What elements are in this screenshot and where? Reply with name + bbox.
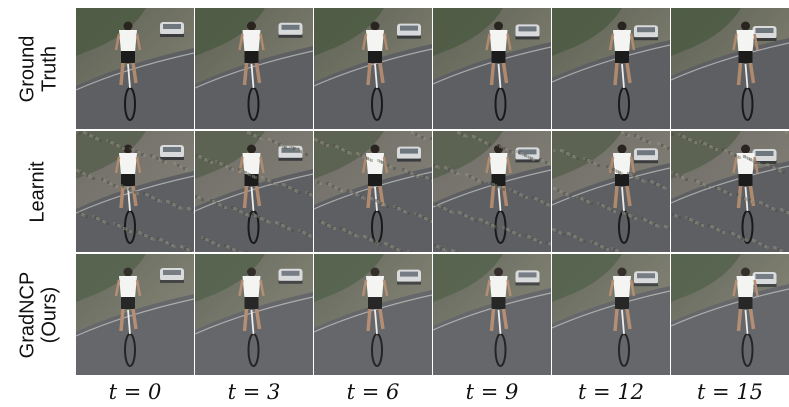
- frame-image: [76, 254, 194, 375]
- frame-image: [195, 131, 313, 252]
- frame-image: [76, 131, 194, 252]
- video-frame: [314, 8, 432, 129]
- col-label-t6: t = 6: [346, 380, 400, 404]
- col-label-t0: t = 0: [108, 380, 162, 404]
- col-label-t9: t = 9: [465, 380, 519, 404]
- video-frame: [314, 254, 432, 375]
- row-label-ground-truth: Ground Truth: [0, 8, 76, 130]
- frame-image: [671, 254, 789, 375]
- col-label-t3: t = 3: [227, 380, 281, 404]
- video-frame: [433, 254, 551, 375]
- row-label-text: GradNCP (Ours): [16, 271, 61, 359]
- video-frame: [76, 8, 194, 129]
- frame-image: [314, 131, 432, 252]
- video-frame: [195, 254, 313, 375]
- frame-image: [433, 131, 551, 252]
- frame-image: [552, 131, 670, 252]
- frame-image: [671, 131, 789, 252]
- video-frame: [671, 131, 789, 252]
- video-frame: [433, 131, 551, 252]
- video-frame: [671, 254, 789, 375]
- video-frame: [195, 8, 313, 129]
- video-frame: [552, 8, 670, 129]
- frame-image: [195, 8, 313, 129]
- frame-image: [314, 8, 432, 129]
- video-frame: [552, 254, 670, 375]
- row-label-text: Learnit: [27, 161, 49, 223]
- frame-image: [433, 254, 551, 375]
- video-frame: [433, 8, 551, 129]
- row-label-gradncp: GradNCP (Ours): [0, 254, 76, 376]
- video-frame: [76, 131, 194, 252]
- frame-image: [314, 254, 432, 375]
- frame-image: [552, 254, 670, 375]
- frame-image: [76, 8, 194, 129]
- col-label-t12: t = 12: [577, 380, 645, 404]
- video-frame: [671, 8, 789, 129]
- frame-image: [671, 8, 789, 129]
- frame-grid: [76, 8, 789, 376]
- row-label-text: Ground Truth: [16, 35, 60, 103]
- frame-image: [195, 254, 313, 375]
- video-frame: [76, 254, 194, 375]
- video-frame: [314, 131, 432, 252]
- video-frame: [195, 131, 313, 252]
- col-label-t15: t = 15: [696, 380, 764, 404]
- video-frame: [552, 131, 670, 252]
- frame-image: [433, 8, 551, 129]
- frame-image: [552, 8, 670, 129]
- row-label-learnit: Learnit: [0, 131, 76, 253]
